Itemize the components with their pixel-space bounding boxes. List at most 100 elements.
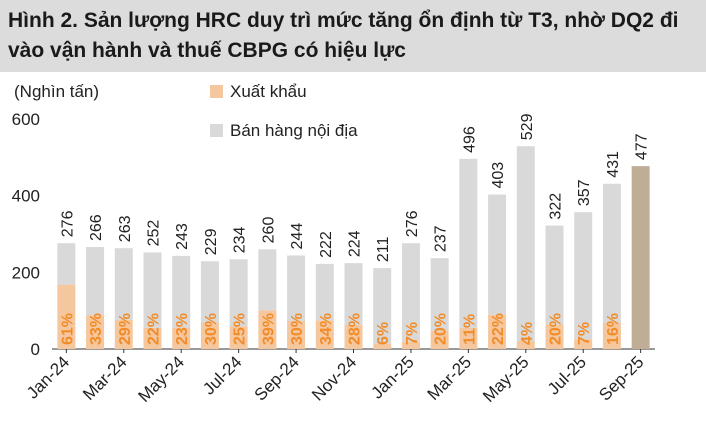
bar-domestic [172, 255, 191, 328]
total-value-label: 244 [289, 223, 306, 250]
bar-export [229, 326, 248, 349]
export-share-label: 6% [375, 322, 392, 345]
export-share-label: 39% [260, 313, 277, 345]
total-value-label: 496 [461, 126, 478, 153]
export-share-label: 23% [174, 313, 191, 345]
bar-export [143, 327, 162, 349]
total-value-label: 322 [548, 193, 565, 220]
unit-label: (Nghìn tấn) [14, 82, 99, 101]
export-share-label: 7% [576, 322, 593, 345]
export-share-label: 20% [433, 313, 450, 345]
total-value-label: 276 [59, 210, 76, 237]
total-value-label: 276 [404, 210, 421, 237]
bar-export [516, 340, 535, 349]
total-value-label: 211 [375, 237, 392, 263]
bar-export [86, 315, 105, 349]
bar-export [315, 320, 334, 349]
bar-export [545, 324, 564, 349]
bar-domestic [373, 268, 392, 345]
x-tick-label: May-24 [135, 352, 189, 406]
total-value-label: 222 [318, 231, 335, 258]
bar-export [258, 310, 277, 349]
bar-export [373, 344, 392, 349]
export-share-label: 34% [318, 313, 335, 345]
export-share-label: 22% [490, 313, 507, 345]
legend: (Nghìn tấn) Xuất khẩu Bán hàng nội địa [14, 82, 358, 140]
title-bar [0, 0, 706, 72]
total-value-label: 263 [117, 215, 134, 242]
bar-export [344, 324, 363, 349]
total-value-label: 243 [174, 223, 191, 250]
x-tick-label: Mar-25 [424, 352, 476, 404]
x-tick-label: May-25 [479, 352, 533, 406]
bar-export [172, 327, 191, 349]
y-tick-label: 200 [12, 263, 40, 282]
total-value-label: 529 [519, 113, 536, 140]
total-value-label: 237 [433, 225, 450, 252]
bar-domestic [602, 183, 621, 323]
bar-domestic [401, 243, 420, 342]
legend-label-domestic: Bán hàng nội địa [230, 121, 358, 140]
bar-domestic [143, 252, 162, 328]
y-tick-label: 400 [12, 187, 40, 206]
x-tick-label: Nov-24 [308, 352, 360, 404]
bar-domestic [488, 194, 507, 315]
x-tick-label: Jul-24 [199, 352, 245, 398]
bars-group [57, 146, 650, 349]
x-tick-label: Mar-24 [79, 352, 131, 404]
bar-domestic [574, 212, 593, 340]
bar-domestic [114, 248, 133, 320]
export-share-label: 11% [461, 314, 478, 345]
y-tick-label: 600 [12, 110, 40, 129]
x-tick-label: Jan-25 [368, 352, 418, 402]
legend-label-export: Xuất khẩu [230, 82, 307, 101]
bar-domestic [287, 255, 306, 322]
bar-export [488, 314, 507, 349]
total-value-label: 252 [146, 220, 163, 247]
bar-domestic [430, 258, 449, 331]
bar-chart: 0 200 400 600 Jan-24 Mar-24 May-24 Jul-24 Sep-24… [12, 82, 655, 406]
legend-swatch-domestic [210, 124, 223, 137]
bar-domestic [200, 261, 219, 323]
export-share-label: 28% [347, 313, 364, 345]
export-share-label: 33% [88, 313, 105, 345]
export-share-label: 30% [203, 313, 220, 345]
bar-domestic [57, 243, 76, 285]
total-value-label: 229 [203, 228, 220, 255]
chart-title: Hình 2. Sản lượng HRC duy trì mức tăng ổ… [8, 9, 679, 62]
export-share-label: 25% [232, 313, 249, 345]
total-value-label: 266 [88, 214, 105, 241]
bar-domestic [86, 247, 105, 316]
labels-group: 276 61% 266 33% 263 29% 252 22% 243 23% 229 30% 234 2… [59, 113, 650, 345]
total-value-label: 260 [260, 217, 277, 244]
bar-export [459, 327, 478, 349]
bar-export [430, 330, 449, 349]
export-share-label: 61% [59, 313, 76, 345]
bar-domestic [229, 259, 248, 327]
bar-export [574, 339, 593, 349]
legend-swatch-export [210, 85, 223, 98]
total-value-label: 234 [232, 227, 249, 254]
x-tick-label: Jul-25 [544, 352, 590, 398]
bar-domestic [459, 158, 478, 328]
bar-export [401, 341, 420, 349]
y-tick-label: 0 [31, 340, 40, 359]
x-tick-label: Sep-24 [251, 352, 303, 404]
bar-export [200, 322, 219, 349]
x-tick-label: Jan-24 [23, 352, 73, 402]
export-share-label: 4% [519, 322, 536, 345]
bar-total [631, 166, 650, 349]
bar-domestic [315, 263, 334, 321]
total-value-label: 357 [576, 179, 593, 206]
export-share-label: 16% [605, 313, 622, 345]
total-value-label: 431 [605, 151, 622, 178]
x-tick-label: Sep-25 [595, 352, 647, 404]
bar-domestic [516, 146, 535, 341]
total-value-label: 477 [634, 133, 651, 160]
bar-domestic [258, 249, 277, 311]
export-share-label: 7% [404, 322, 421, 345]
total-value-label: 224 [347, 230, 364, 257]
bar-domestic [344, 263, 363, 325]
total-value-label: 403 [490, 162, 507, 189]
bar-export [114, 319, 133, 349]
